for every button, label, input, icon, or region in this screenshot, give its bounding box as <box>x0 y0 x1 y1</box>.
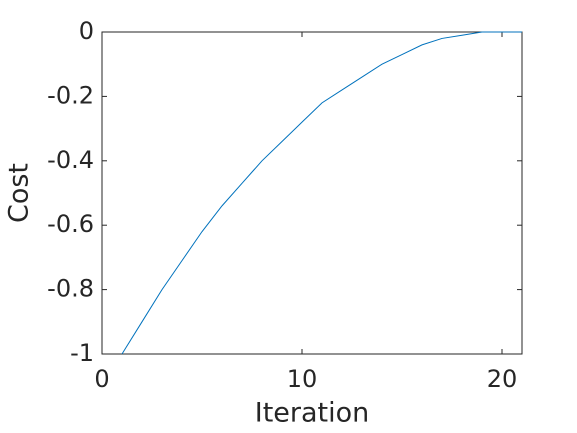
y-tick-label: -0.2 <box>47 81 94 109</box>
x-tick-label: 10 <box>287 365 318 393</box>
y-tick-label: 0 <box>79 17 94 45</box>
line-series <box>121 31 522 355</box>
y-tick-label: -0.6 <box>47 210 94 238</box>
y-axis-label: Cost <box>4 163 35 223</box>
x-tick-label: 20 <box>487 365 518 393</box>
y-tick-label: -1 <box>70 339 94 367</box>
y-tick-label: -0.4 <box>47 146 94 174</box>
x-tick-label: 0 <box>94 365 109 393</box>
x-axis-label: Iteration <box>255 398 370 429</box>
axes-box <box>101 31 523 355</box>
y-tick-label: -0.8 <box>47 275 94 303</box>
